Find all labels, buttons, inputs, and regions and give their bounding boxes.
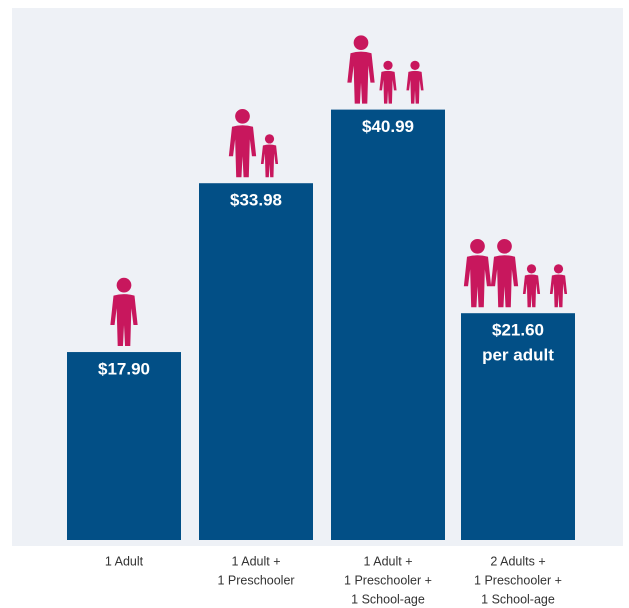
icon-head <box>264 134 275 144</box>
icon-body <box>347 51 375 104</box>
icon-head <box>553 264 564 274</box>
icon-head <box>470 238 485 254</box>
icon-body <box>379 70 397 104</box>
value-label: $40.99 <box>362 117 414 136</box>
person-icon <box>490 238 519 308</box>
x-tick-label: 1 School-age <box>351 592 425 606</box>
x-tick-label: 1 Adult + <box>364 554 413 568</box>
person-icon <box>522 264 541 308</box>
person-icon <box>228 108 257 178</box>
x-tick-label: 1 School-age <box>481 592 555 606</box>
icon-head <box>497 238 512 254</box>
bar <box>461 313 575 540</box>
icon-head <box>353 35 369 51</box>
x-tick-label: 1 Preschooler + <box>344 573 432 587</box>
x-tick-label: 1 Preschooler + <box>474 573 562 587</box>
icon-head <box>526 264 537 274</box>
person-icon <box>463 238 492 308</box>
x-tick-label: 2 Adults + <box>490 554 545 568</box>
person-icon <box>379 60 397 104</box>
person-icon <box>549 264 568 308</box>
person-icon <box>260 134 279 178</box>
bar <box>199 183 313 540</box>
icon-body <box>406 70 424 104</box>
bar <box>67 352 181 540</box>
icon-head <box>383 60 393 70</box>
icon-body <box>463 255 492 308</box>
icon-head <box>235 108 250 124</box>
person-icon <box>347 35 375 104</box>
x-tick-label: 1 Adult <box>105 554 144 568</box>
icon-body <box>522 274 541 308</box>
person-icon <box>110 277 138 347</box>
icon-body <box>110 294 138 347</box>
value-label: $33.98 <box>230 191 282 210</box>
person-icon <box>406 60 424 104</box>
icon-body <box>228 125 257 178</box>
x-tick-label: 1 Adult + <box>232 554 281 568</box>
icon-head <box>410 60 420 70</box>
value-label: $17.90 <box>98 360 150 379</box>
bar <box>331 109 445 540</box>
icon-head <box>116 277 132 293</box>
value-label: $21.60 <box>492 321 544 340</box>
icon-body <box>260 144 279 178</box>
annotation: per adult <box>482 346 554 365</box>
x-tick-label: 1 Preschooler <box>217 573 294 587</box>
icon-body <box>549 274 568 308</box>
icon-body <box>490 255 519 308</box>
